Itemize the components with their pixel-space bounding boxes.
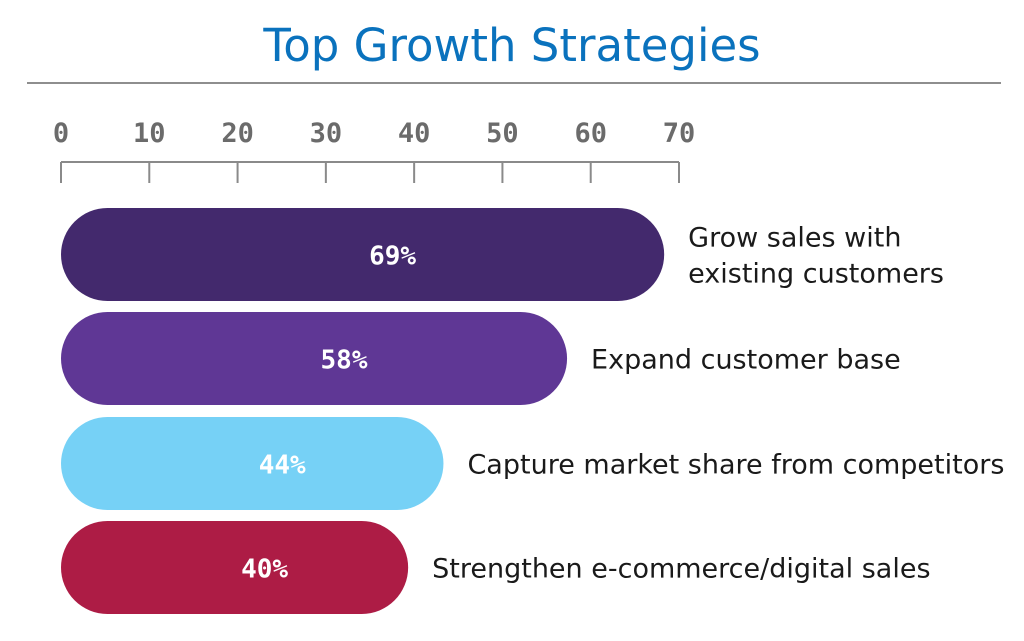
bar (61, 208, 665, 301)
x-tick-label: 50 (486, 118, 519, 149)
chart-title: Top Growth Strategies (263, 19, 761, 72)
x-tick-label: 40 (398, 118, 431, 149)
category-label: existing customers (688, 259, 944, 290)
x-tick-label: 70 (663, 118, 696, 149)
category-label: Expand customer base (591, 345, 901, 376)
category-label: Capture market share from competitors (467, 450, 1004, 481)
x-tick-label: 20 (221, 118, 254, 149)
x-tick-label: 30 (310, 118, 343, 149)
bar-value-label: 40% (241, 555, 288, 585)
x-tick-label: 10 (133, 118, 166, 149)
category-label: Strengthen e-commerce/digital sales (432, 554, 930, 585)
bar (61, 312, 568, 405)
bar (61, 417, 444, 510)
bar-value-label: 69% (369, 242, 416, 272)
bar (61, 521, 409, 614)
x-tick-label: 0 (53, 118, 69, 149)
category-label: Grow sales with (688, 223, 901, 254)
title-divider (27, 82, 1001, 84)
bar-value-label: 58% (321, 346, 368, 376)
x-tick-label: 60 (574, 118, 607, 149)
bar-value-label: 44% (259, 451, 306, 481)
